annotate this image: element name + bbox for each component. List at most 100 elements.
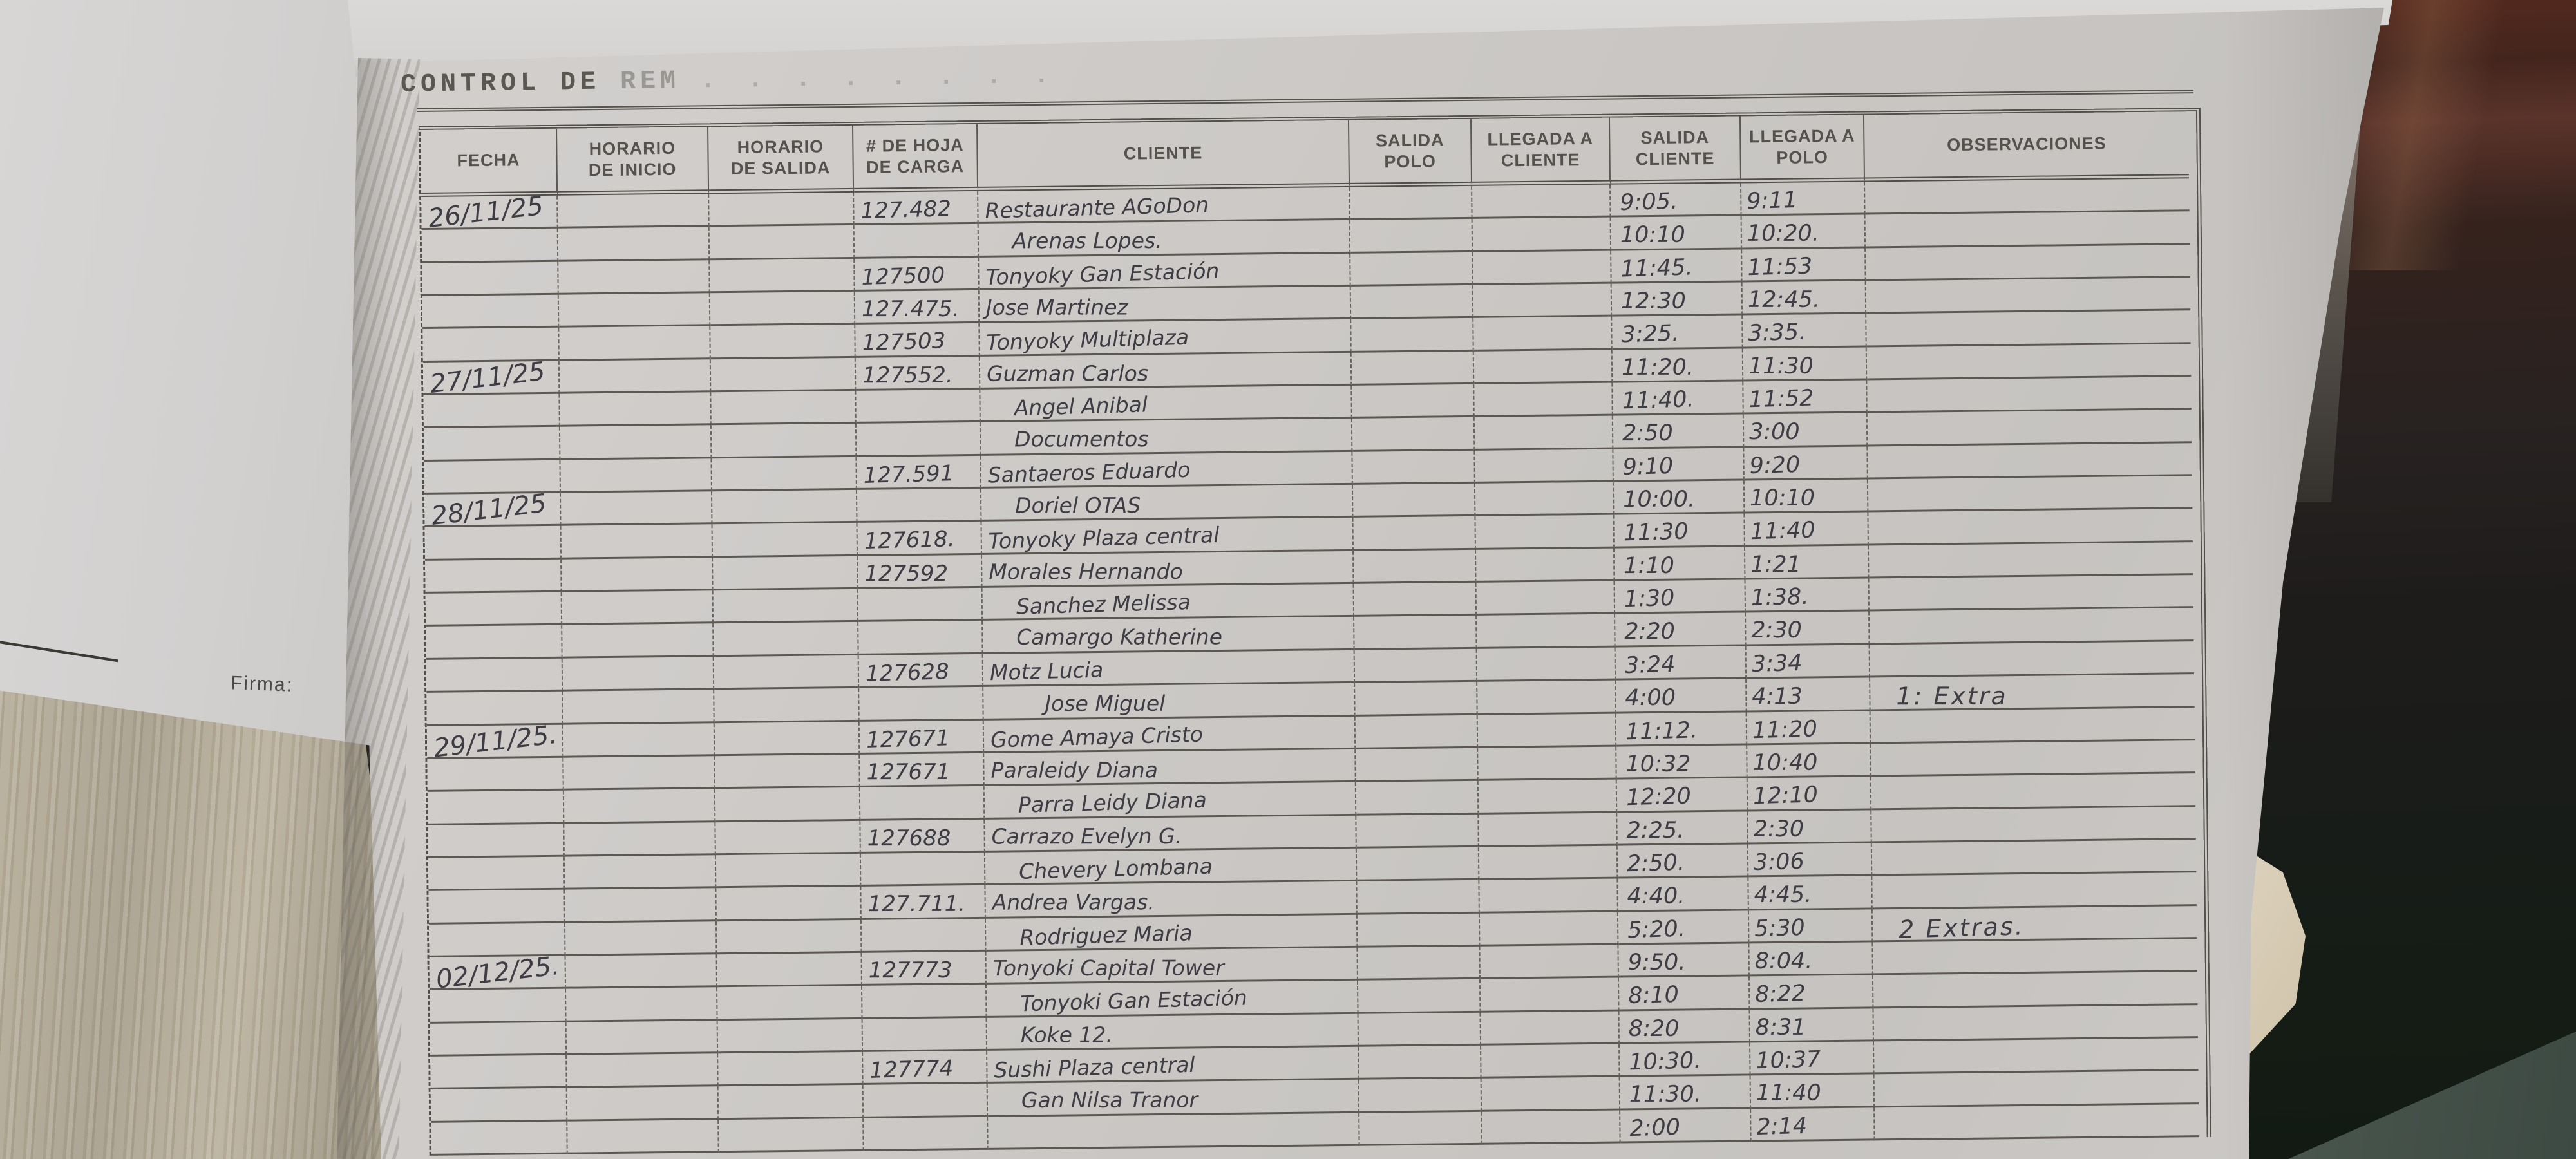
cell-salida: [709, 225, 855, 260]
cell-scliente: 4:00: [1616, 679, 1747, 714]
cell-spolo: [1353, 549, 1477, 584]
cell-salida: [718, 1051, 864, 1087]
cell-scliente: 11:30.: [1620, 1075, 1752, 1111]
handwritten-llpolo: 8:22: [1754, 981, 1806, 1008]
cell-inicio: [561, 524, 714, 560]
handwritten-hoja: 127552.: [862, 362, 953, 388]
handwritten-cliente: Chevery Lombana: [1018, 853, 1213, 884]
handwritten-hoja: 127503: [862, 328, 946, 357]
cell-fecha: [430, 988, 567, 1024]
cell-hoja: [860, 786, 985, 821]
cell-llcliente: [1472, 217, 1612, 252]
handwritten-llpolo: 8:31: [1755, 1014, 1806, 1041]
cell-inicio: [562, 558, 714, 592]
cell-cliente: Restaurante AGoDon: [978, 187, 1350, 225]
handwritten-cliente: Documentos: [1014, 426, 1149, 452]
cell-llcliente: [1473, 250, 1612, 285]
cell-obs: [1866, 278, 2191, 314]
cell-llcliente: [1475, 449, 1614, 484]
cell-fecha: [428, 856, 565, 892]
handwritten-hoja: 127671: [866, 759, 951, 786]
cell-spolo: [1355, 715, 1479, 749]
handwritten-llpolo: 11:30: [1748, 353, 1814, 379]
cell-hoja: 127618.: [857, 522, 983, 556]
cell-scliente: 9:05.: [1611, 183, 1742, 218]
handwritten-cliente: Tonyoky Plaza central: [988, 522, 1220, 554]
cell-scliente: 8:20: [1619, 1010, 1751, 1044]
cell-inicio: [560, 491, 713, 527]
handwritten-hoja: 127774: [869, 1055, 954, 1084]
cell-hoja: 127773: [862, 951, 987, 986]
cell-spolo: [1358, 946, 1481, 981]
cell-llcliente: [1477, 647, 1616, 682]
cell-scliente: 5:20.: [1618, 910, 1750, 945]
cell-scliente: 11:20.: [1612, 348, 1744, 383]
handwritten-scliente: 12:20: [1625, 783, 1692, 811]
cell-obs: [1871, 740, 2195, 777]
cell-llcliente: [1478, 746, 1617, 782]
cell-spolo: [1356, 748, 1479, 782]
cell-hoja: [861, 918, 987, 953]
cell-llpolo: 11:30: [1743, 347, 1868, 382]
handwritten-fecha: 02/12/25.: [434, 950, 562, 995]
handwritten-scliente: 10:10: [1620, 222, 1685, 249]
cell-salida: [715, 853, 862, 889]
cell-scliente: 10:00.: [1613, 480, 1745, 516]
cell-scliente: 2:50.: [1617, 844, 1749, 879]
cell-hoja: [859, 687, 984, 722]
column-header-text: # DE HOJA: [866, 135, 964, 156]
handwritten-cliente: Camargo Katherine: [1016, 624, 1223, 650]
cell-fecha: [430, 1022, 567, 1057]
cell-spolo: [1354, 582, 1477, 617]
cell-cliente: Rodriguez Maria: [985, 914, 1358, 952]
cell-inicio: [560, 458, 712, 493]
cell-hoja: [862, 985, 987, 1019]
cell-salida: [715, 787, 861, 822]
cell-llcliente: [1479, 878, 1618, 914]
cell-llcliente: [1480, 977, 1620, 1013]
cell-llpolo: 11:40: [1750, 1074, 1875, 1109]
cell-scliente: 11:12.: [1616, 711, 1748, 747]
column-header-llcliente: LLEGADA A CLIENTE: [1471, 117, 1611, 186]
cell-hoja: 127.591: [857, 455, 981, 490]
cell-salida: [715, 754, 860, 789]
cell-obs: [1867, 410, 2192, 447]
handwritten-scliente: 11:30: [1623, 518, 1689, 547]
cell-scliente: 10:10: [1611, 216, 1743, 251]
cell-scliente: 11:30: [1614, 513, 1745, 549]
handwritten-llpolo: 5:30: [1754, 914, 1806, 942]
cell-obs: [1874, 1071, 2199, 1108]
cell-obs: [1870, 707, 2195, 744]
handwritten-hoja: 127592: [864, 560, 949, 587]
page-title-trail: . . . . . . . .: [699, 61, 1058, 96]
cell-fecha: [426, 658, 564, 693]
handwritten-scliente: 11:20.: [1621, 354, 1694, 381]
cell-hoja: 127628: [858, 654, 984, 689]
cell-obs: [1870, 641, 2195, 678]
cell-cliente: Jose Martinez: [979, 286, 1352, 324]
handwritten-cliente: Rodriguez Maria: [1019, 919, 1193, 950]
cell-spolo: [1350, 219, 1473, 254]
handwritten-llpolo: 2:30: [1751, 617, 1802, 644]
cell-cliente: [988, 1113, 1360, 1150]
cell-llcliente: [1478, 779, 1618, 815]
cell-salida: [713, 556, 858, 591]
cell-salida: [713, 589, 859, 624]
cell-salida: [716, 887, 862, 921]
cell-scliente: 2:50: [1613, 414, 1745, 449]
cell-inicio: [560, 392, 712, 428]
cell-llpolo: 10:10: [1744, 479, 1869, 514]
cell-llcliente: [1477, 713, 1617, 748]
cell-scliente: 9:10: [1613, 448, 1745, 482]
signature-line: [0, 638, 119, 663]
handwritten-cliente: Morales Hernando: [989, 558, 1183, 585]
handwritten-llpolo: 10:40: [1752, 749, 1818, 776]
cell-inicio: [565, 921, 717, 956]
handwritten-scliente: 11:45.: [1620, 254, 1693, 283]
cell-cliente: Sanchez Melissa: [982, 583, 1355, 621]
cell-spolo: [1352, 450, 1475, 485]
handwritten-hoja: 127671: [866, 724, 951, 753]
cell-scliente: 2:00: [1620, 1109, 1752, 1144]
cell-fecha: [421, 229, 559, 263]
handwritten-cliente: Parra Leidy Diana: [1018, 787, 1208, 818]
